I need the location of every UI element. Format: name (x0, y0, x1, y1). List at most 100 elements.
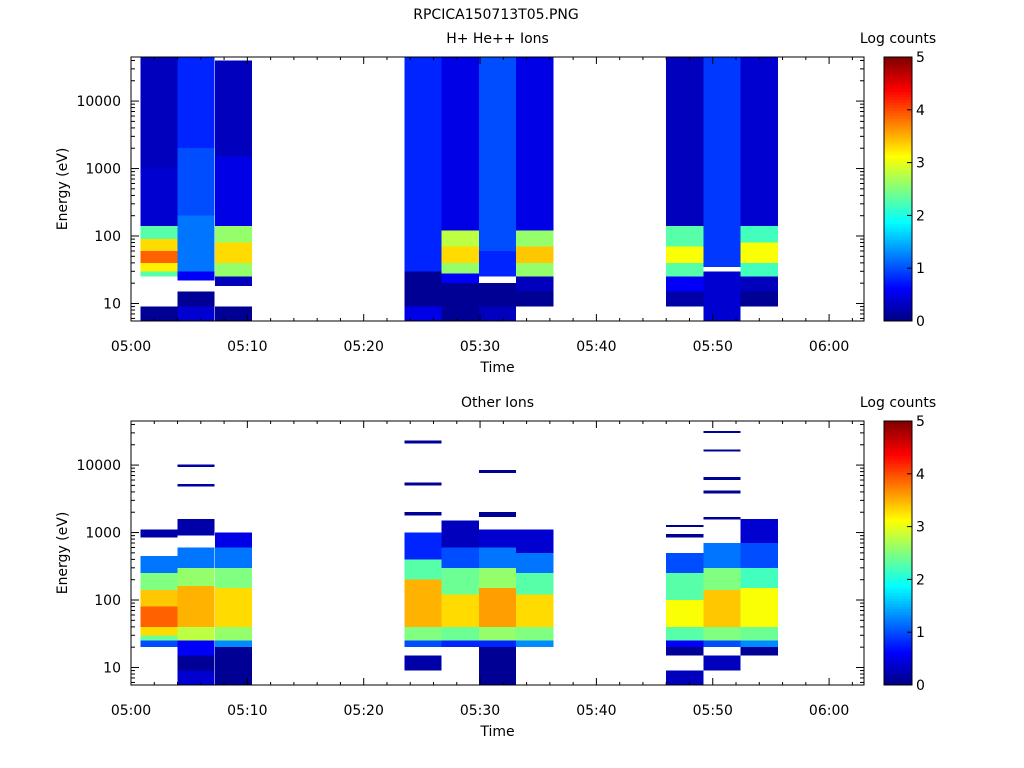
spectrogram-cell (177, 547, 215, 568)
colorbar-segment (884, 505, 912, 509)
x-tick-label: 05:30 (460, 339, 500, 355)
colorbar-segment (884, 62, 912, 66)
colorbar-segment (884, 109, 912, 114)
spectrogram-cell (177, 586, 215, 627)
colorbar-segment (884, 75, 912, 79)
spectrogram-cell (140, 57, 178, 169)
colorbar-segment (884, 471, 912, 475)
colorbar-segment (884, 286, 912, 290)
colorbar-segment (884, 181, 912, 185)
colorbar-segment (884, 115, 912, 119)
colorbar-segment (884, 450, 912, 454)
colorbar-segment (884, 130, 912, 135)
colorbar-segment (884, 218, 912, 222)
spectrogram-cell (441, 283, 479, 321)
colorbar-segment (884, 268, 912, 272)
x-tick-label: 05:40 (576, 339, 616, 355)
spectrogram-cell (441, 57, 479, 231)
spectrogram-cell (740, 567, 778, 589)
spectrogram-cell (441, 246, 479, 263)
colorbar-segment (884, 70, 912, 74)
colorbar-segment (884, 265, 912, 269)
spectrogram-cell (214, 242, 252, 263)
spectrogram-cell (214, 640, 252, 648)
colorbar-segment (884, 442, 912, 446)
x-tick-label: 06:00 (809, 339, 849, 355)
colorbar-segment (884, 560, 912, 565)
colorbar-segment (884, 196, 912, 201)
spectrogram-cell (666, 226, 704, 247)
colorbar-segment (884, 595, 912, 599)
colorbar-segment (884, 289, 912, 293)
colorbar-segment (884, 603, 912, 607)
spectrogram-cell (478, 588, 517, 627)
colorbar-segment (884, 555, 912, 559)
spectrogram-cell (140, 262, 178, 272)
x-axis-label: Time (479, 724, 514, 740)
colorbar-segment (884, 648, 912, 652)
colorbar-segment (884, 650, 912, 654)
colorbar-tick-label: 4 (916, 467, 925, 483)
spectrogram-cell (177, 148, 215, 216)
spectrogram-cell (214, 647, 252, 685)
colorbar-segment (884, 78, 912, 82)
colorbar-segment (884, 621, 912, 625)
colorbar-segment (884, 86, 912, 90)
colorbar-label: Log counts (860, 31, 936, 47)
colorbar-segment (884, 194, 912, 198)
colorbar-segment (884, 455, 912, 459)
spectrogram-cell (404, 640, 442, 648)
colorbar-segment (884, 457, 912, 462)
colorbar-segment (884, 99, 912, 103)
spectrogram-cell (516, 276, 554, 292)
y-tick-label: 10 (103, 660, 121, 676)
colorbar-segment (884, 252, 912, 256)
spectrogram-cell (478, 567, 517, 589)
colorbar-segment (884, 284, 912, 288)
colorbar-segment (884, 592, 912, 596)
colorbar-segment (884, 123, 912, 127)
spectrogram-cell (140, 251, 178, 263)
spectrogram-cell (177, 640, 215, 656)
spectrogram-cell (140, 573, 178, 591)
spectrogram-cell (441, 520, 479, 548)
spectrogram-cell (177, 306, 215, 321)
colorbar-segment (884, 423, 912, 427)
colorbar-segment (884, 141, 912, 145)
spectrogram-cell (404, 626, 442, 641)
colorbar-segment (884, 526, 912, 530)
colorbar-segment (884, 653, 912, 657)
spectrogram-cell (478, 283, 517, 307)
colorbar-segment (884, 452, 912, 456)
spectrogram-cell (740, 262, 778, 277)
colorbar-segment (884, 202, 912, 206)
x-tick-label: 05:30 (460, 703, 500, 719)
colorbar-segment (884, 502, 912, 507)
spectrogram-cell (140, 590, 178, 607)
colorbar-segment (884, 125, 912, 129)
y-tick-label: 10 (103, 296, 121, 312)
spectrogram-cell (478, 547, 517, 568)
colorbar-segment (884, 481, 912, 485)
colorbar-segment (884, 642, 912, 646)
colorbar-segment (884, 183, 912, 187)
colorbar-segment (884, 278, 912, 282)
x-tick-label: 05:20 (344, 339, 384, 355)
colorbar-segment (884, 489, 912, 493)
spectrogram-cell (214, 276, 252, 287)
colorbar-segment (884, 605, 912, 610)
colorbar-segment (884, 589, 912, 594)
spectrogram-cell (703, 626, 741, 641)
colorbar-segment (884, 249, 912, 253)
spectrogram-cell (666, 552, 704, 574)
spectrogram-cell (740, 543, 778, 568)
spectrogram-cell (666, 246, 704, 263)
spectrogram-cell (478, 470, 517, 474)
colorbar-segment (884, 199, 912, 203)
spectrogram-cell (177, 271, 215, 281)
spectrogram-cell (516, 262, 554, 277)
y-tick-label: 100 (94, 229, 121, 245)
colorbar-segment (884, 626, 912, 631)
spectrogram-cell (516, 291, 554, 307)
spectrogram-cell (140, 239, 178, 251)
